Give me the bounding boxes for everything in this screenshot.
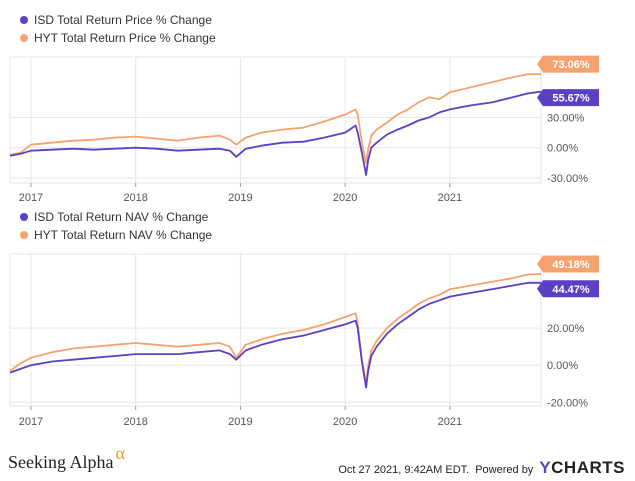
plot-frame bbox=[9, 253, 542, 407]
x-tick-label: 2018 bbox=[123, 192, 147, 204]
x-tick-label: 2017 bbox=[19, 416, 43, 428]
alpha-mark: α bbox=[115, 443, 125, 463]
end-label-box bbox=[537, 255, 599, 273]
plot-frame bbox=[9, 56, 542, 184]
end-label-isd: 55.67% bbox=[537, 89, 599, 107]
end-label-hyt: 73.06% bbox=[537, 55, 599, 73]
brand-name: Seeking Alpha bbox=[8, 452, 114, 472]
top-legend: ISD Total Return Price % Change HYT Tota… bbox=[20, 11, 216, 47]
end-label-isd: 44.47% bbox=[537, 280, 599, 298]
series-line-hyt bbox=[9, 73, 541, 164]
price-chart: 30.00% 0.00% -30.00% 2017 2018 2019 2020 2021 55… bbox=[9, 55, 599, 204]
y-tick-label: 20.00% bbox=[547, 323, 585, 335]
y-tick-label: 0.00% bbox=[547, 143, 578, 155]
x-tick-label: 2019 bbox=[228, 416, 252, 428]
legend-dot-isd bbox=[20, 16, 28, 24]
end-label-box bbox=[537, 55, 599, 73]
footer-credits: Oct 27 2021, 9:42AM EDT. Powered by YCHA… bbox=[338, 458, 625, 478]
nav-chart: 20.00% 0.00% -20.00% 2017 2018 2019 2020 2021 44… bbox=[9, 253, 599, 428]
end-label-text: 73.06% bbox=[552, 59, 590, 71]
x-tick-label: 2020 bbox=[333, 416, 357, 428]
x-tick-label: 2021 bbox=[438, 192, 462, 204]
end-label-text: 55.67% bbox=[552, 93, 590, 105]
legend-item-hyt-nav[interactable]: HYT Total Return NAV % Change bbox=[20, 226, 212, 244]
series-line-isd bbox=[9, 281, 542, 389]
legend-dot-isd bbox=[20, 213, 28, 221]
y-tick-label: -20.00% bbox=[547, 397, 588, 409]
legend-item-isd-nav[interactable]: ISD Total Return NAV % Change bbox=[20, 208, 212, 226]
powered-by-label: Powered by bbox=[475, 464, 534, 476]
end-label-text: 44.47% bbox=[552, 284, 590, 296]
y-tick-label: 30.00% bbox=[547, 112, 585, 124]
legend-dot-hyt bbox=[20, 34, 28, 42]
ycharts-logo[interactable]: YCHARTS bbox=[539, 458, 625, 477]
x-tick-label: 2020 bbox=[333, 192, 357, 204]
seeking-alpha-logo: Seeking Alpha α bbox=[8, 443, 125, 473]
legend-label: ISD Total Return Price % Change bbox=[34, 13, 212, 27]
series-line-isd bbox=[9, 90, 542, 176]
end-label-text: 49.18% bbox=[552, 259, 590, 271]
y-tick-label: -30.00% bbox=[547, 173, 588, 185]
y-tick-label: 0.00% bbox=[547, 360, 578, 372]
bottom-legend: ISD Total Return NAV % Change HYT Total … bbox=[20, 208, 212, 244]
x-tick-label: 2019 bbox=[228, 192, 252, 204]
legend-label: HYT Total Return NAV % Change bbox=[34, 228, 213, 242]
legend-label: HYT Total Return Price % Change bbox=[34, 31, 216, 45]
legend-dot-hyt bbox=[20, 231, 28, 239]
x-tick-label: 2017 bbox=[19, 192, 43, 204]
end-label-box bbox=[537, 280, 599, 298]
legend-label: ISD Total Return NAV % Change bbox=[34, 210, 209, 224]
timestamp: Oct 27 2021, 9:42AM EDT. bbox=[338, 464, 470, 476]
x-tick-label: 2021 bbox=[438, 416, 462, 428]
x-tick-label: 2018 bbox=[123, 416, 147, 428]
legend-item-isd-price[interactable]: ISD Total Return Price % Change bbox=[20, 11, 216, 29]
legend-item-hyt-price[interactable]: HYT Total Return Price % Change bbox=[20, 29, 216, 47]
series-line-hyt bbox=[9, 273, 542, 385]
end-label-box bbox=[537, 89, 599, 107]
end-label-hyt: 49.18% bbox=[537, 255, 599, 273]
